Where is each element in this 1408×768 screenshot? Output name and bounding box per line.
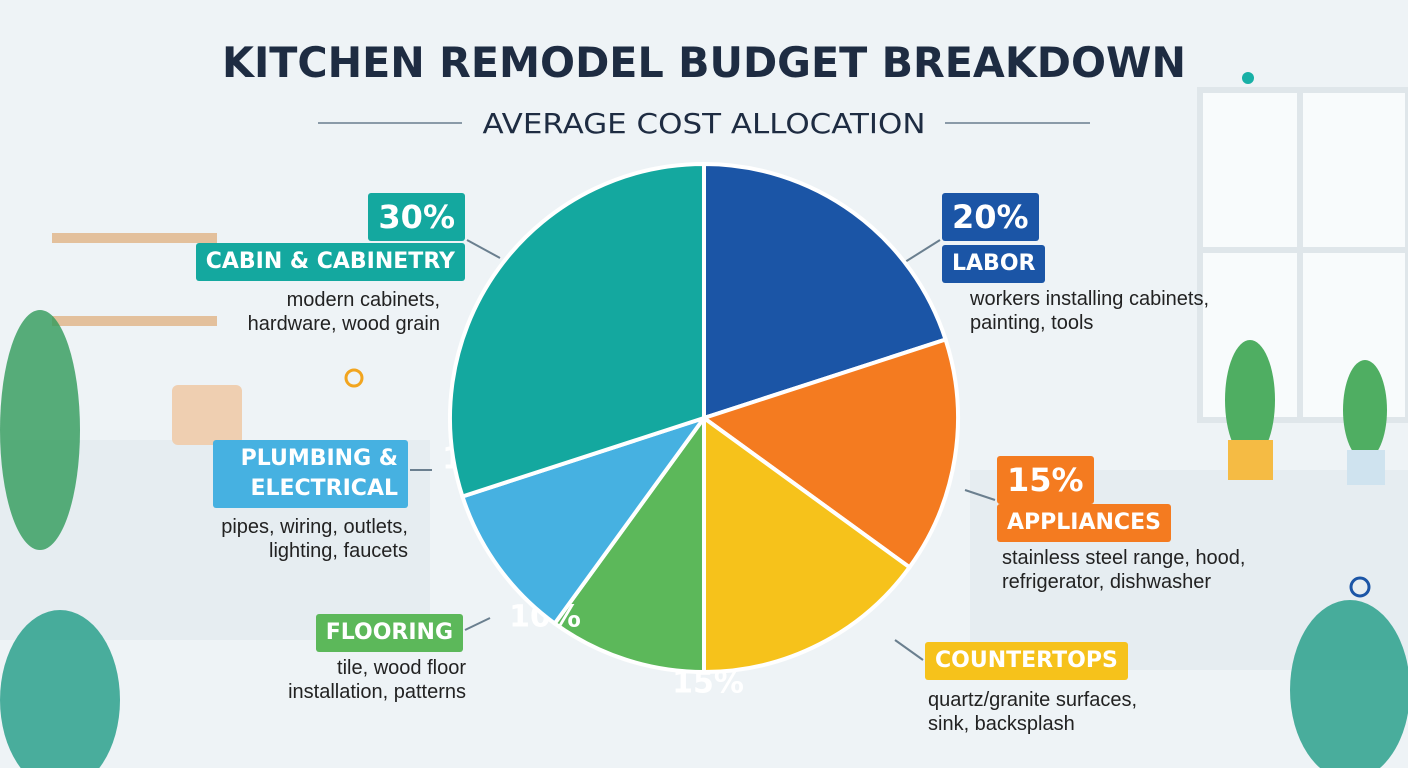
value-label: 20% xyxy=(942,193,1039,241)
background-decor xyxy=(0,72,1408,768)
pie-slice xyxy=(551,411,706,675)
category-description: quartz/granite surfaces, sink, backsplas… xyxy=(928,689,1137,735)
category-description: pipes, wiring, outlets, lighting, faucet… xyxy=(221,516,408,562)
category-description: tile, wood floor installation, patterns xyxy=(288,657,466,703)
pie-slice xyxy=(702,414,913,675)
pie-slice xyxy=(459,414,710,627)
pie-slice xyxy=(448,161,706,500)
category-label: FLOORING xyxy=(315,614,463,652)
category-label: CABIN & CABINETRY xyxy=(195,243,465,281)
category-description: stainless steel range, hood, refrigerato… xyxy=(1002,547,1246,593)
chart-title: KITCHEN REMODEL BUDGET BREAKDOWN xyxy=(222,38,1186,87)
pie-slice xyxy=(702,161,949,421)
category-description: modern cabinets, hardware, wood grain xyxy=(247,289,440,335)
pie-slice xyxy=(699,336,960,571)
category-label: LABOR xyxy=(942,245,1046,283)
category-description: workers installing cabinets, painting, t… xyxy=(970,288,1209,334)
chart-subtitle: AVERAGE COST ALLOCATION xyxy=(483,107,926,140)
category-label: APPLIANCES xyxy=(997,504,1171,542)
category-label: COUNTERTOPS xyxy=(925,642,1128,680)
value-label: 15% xyxy=(997,456,1094,504)
value-label: 30% xyxy=(368,193,465,241)
category-label: PLUMBING & ELECTRICAL xyxy=(213,440,408,508)
